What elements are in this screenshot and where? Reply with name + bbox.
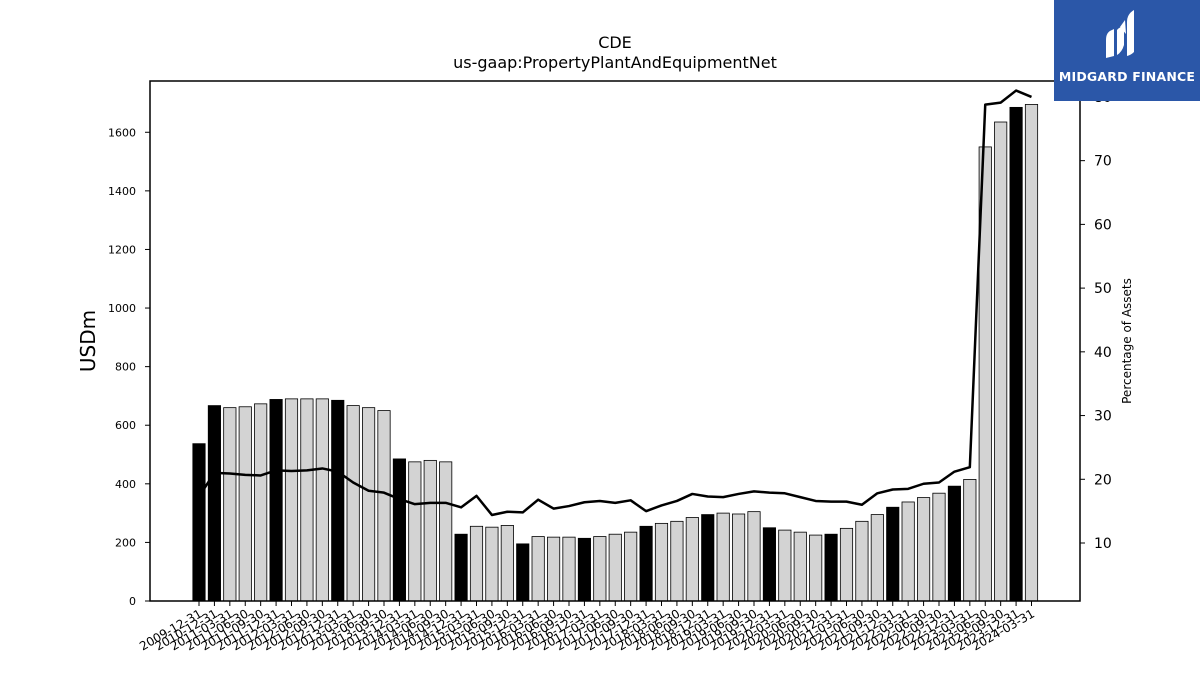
- bar: [408, 461, 422, 602]
- brand-logo: MIDGARD FINANCE: [1054, 0, 1200, 101]
- bar: [654, 522, 669, 602]
- y-right-tick-label: 10: [1094, 536, 1112, 552]
- bar: [223, 407, 237, 602]
- bar: [562, 536, 576, 602]
- y-tick-label: 1200: [108, 243, 136, 256]
- bar: [608, 533, 622, 602]
- y-right-axis-label: Percentage of Assets: [1120, 278, 1134, 404]
- bar: [346, 405, 360, 602]
- logo-text: MIDGARD FINANCE: [1058, 69, 1196, 84]
- bar: [454, 533, 468, 602]
- bar: [207, 405, 221, 602]
- bar: [747, 511, 761, 602]
- y-tick-label: 1400: [108, 185, 136, 198]
- bar: [516, 543, 530, 602]
- bar: [331, 399, 345, 602]
- bar: [732, 513, 746, 602]
- y-tick-label: 0: [129, 595, 136, 608]
- bar: [639, 525, 653, 602]
- y-tick-label: 400: [115, 478, 136, 491]
- bar: [192, 443, 206, 602]
- bar: [315, 398, 329, 602]
- bar: [809, 534, 823, 602]
- y-tick-label: 1600: [108, 126, 136, 139]
- bar: [254, 403, 268, 602]
- y-right-tick-label: 20: [1094, 472, 1112, 488]
- bar: [762, 527, 776, 602]
- y-right-tick-label: 60: [1094, 217, 1112, 233]
- bar: [994, 121, 1008, 602]
- y-tick-label: 200: [115, 536, 136, 549]
- bar: [839, 527, 854, 602]
- y-right-tick-label: 30: [1094, 409, 1112, 425]
- bar: [1024, 104, 1039, 602]
- bar: [469, 525, 484, 602]
- bar: [701, 514, 715, 602]
- bar: [870, 514, 884, 602]
- bar: [238, 406, 252, 602]
- bar: [500, 525, 514, 602]
- bar: [577, 537, 591, 602]
- bar: [1009, 106, 1023, 602]
- bar: [362, 407, 376, 602]
- bar: [531, 536, 545, 602]
- bar: [963, 479, 977, 602]
- bar: [855, 520, 869, 602]
- bar: [300, 398, 314, 602]
- bar: [793, 531, 807, 602]
- logo-icon: [1106, 10, 1134, 58]
- chart-subtitle: us-gaap:PropertyPlantAndEquipmentNet: [453, 53, 777, 72]
- y-right-tick-label: 50: [1094, 281, 1112, 297]
- bar: [778, 529, 792, 602]
- y-tick-label: 800: [115, 361, 136, 374]
- y-right-tick-label: 40: [1094, 345, 1112, 361]
- bar: [485, 526, 499, 602]
- bar: [547, 536, 561, 602]
- y-tick-label: 600: [115, 419, 136, 432]
- pct-assets-line: [197, 89, 1032, 517]
- bar: [901, 501, 915, 602]
- y-right-tick-label: 70: [1094, 154, 1112, 170]
- bar: [932, 492, 946, 602]
- bar: [917, 497, 931, 602]
- bar: [624, 531, 638, 602]
- bar: [947, 485, 961, 602]
- bar: [439, 461, 453, 602]
- bar: [392, 458, 406, 602]
- bar: [269, 399, 283, 602]
- bar: [377, 410, 391, 602]
- chart-title: CDE: [598, 33, 632, 52]
- bar: [423, 459, 437, 602]
- y-axis-label: USDm: [76, 310, 100, 372]
- bar: [284, 398, 299, 602]
- bar: [886, 506, 900, 602]
- bar: [593, 536, 607, 602]
- bar: [670, 520, 684, 602]
- bar: [685, 517, 699, 602]
- y-tick-label: 1000: [108, 302, 136, 315]
- bar: [716, 512, 730, 602]
- bar: [824, 533, 838, 602]
